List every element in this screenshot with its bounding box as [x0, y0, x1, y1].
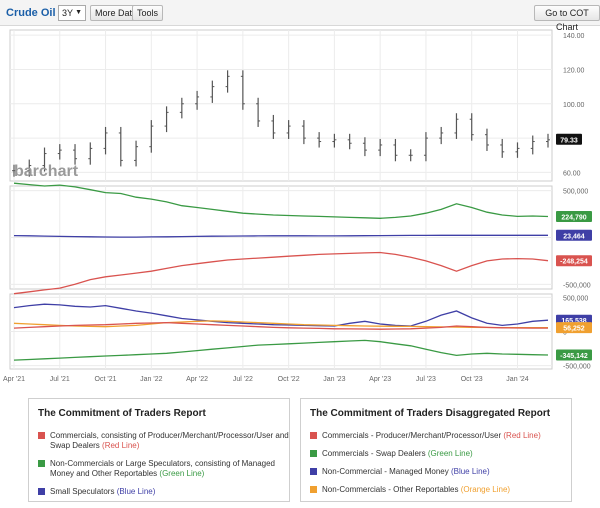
legend-line-color: (Green Line) [159, 469, 205, 478]
legend-line-color: (Red Line) [503, 431, 541, 440]
series-last-value: -345,142 [560, 353, 588, 360]
legend-line-color: (Blue Line) [450, 467, 490, 476]
series-line [13, 339, 549, 361]
series-line [13, 251, 549, 295]
y-tick-label: 500,000 [563, 295, 588, 302]
y-tick-label: 120.00 [563, 67, 585, 74]
legend-text: Non-Commercials or Large Speculators, co… [50, 459, 275, 478]
legend-disagg-item: Commercials - Producer/Merchant/Processo… [310, 431, 571, 441]
legend-cot-item: Commercials, consisting of Producer/Merc… [38, 431, 289, 451]
x-tick-label: Oct '21 [95, 376, 117, 383]
period-value: 3Y [62, 8, 74, 18]
legend-text: Non-Commercial - Managed Money [322, 467, 451, 476]
x-tick-label: Jul '21 [50, 376, 70, 383]
tools-button[interactable]: Tools [132, 5, 164, 21]
series-value-tag [556, 322, 592, 334]
x-tick-label: Jul '23 [416, 376, 436, 383]
last-price-value: 79.33 [560, 137, 578, 144]
chevron-down-icon: ▼ [75, 9, 82, 16]
legend-swatch [310, 486, 317, 493]
legend-swatch [38, 460, 45, 467]
x-tick-label: Oct '22 [278, 376, 300, 383]
last-price-tag [556, 133, 582, 145]
y-tick-label: 100.00 [563, 102, 585, 109]
series-last-value: 23,464 [563, 233, 585, 240]
legend-text: Commercials, consisting of Producer/Merc… [50, 431, 289, 450]
x-tick-label: Jan '22 [140, 376, 162, 383]
y-tick-label: 140.00 [563, 33, 585, 40]
series-line [13, 320, 549, 329]
legend-line-color: (Green Line) [427, 449, 473, 458]
series-value-tag [556, 210, 592, 222]
series-line [13, 321, 548, 330]
legend-cot-item: Non-Commercials or Large Speculators, co… [38, 459, 289, 479]
series-last-value: -248,254 [560, 259, 588, 266]
period-select[interactable]: 3Y ▼ [58, 5, 86, 21]
legend-text: Commercials - Producer/Merchant/Processo… [322, 431, 504, 440]
legend-swatch [310, 450, 317, 457]
series-last-value: 165,538 [561, 318, 586, 325]
legend-swatch [38, 488, 45, 495]
series-line [13, 182, 549, 219]
legend-disagg-item: Commercials - Swap Dealers (Green Line) [310, 449, 571, 459]
y-tick-label: -500,000 [563, 282, 591, 289]
more-data-button[interactable]: More Data [90, 5, 143, 21]
series-value-tag [556, 255, 592, 267]
legend-text: Non-Commercials - Other Reportables [322, 485, 461, 494]
series-line [13, 303, 549, 327]
series-value-tag [556, 229, 592, 241]
legend-swatch [310, 432, 317, 439]
y-tick-label: -500,000 [563, 364, 591, 371]
y-tick-label: 500,000 [563, 189, 588, 196]
legend-swatch [38, 432, 45, 439]
series-line [13, 234, 548, 238]
chart-toolbar: Crude Oil WTI 3Y ▼ More Data Tools Go to… [0, 0, 600, 32]
x-tick-label: Jan '23 [323, 376, 345, 383]
panel-frame [9, 29, 553, 182]
x-tick-label: Oct '23 [461, 376, 483, 383]
legend-disagg-title: The Commitment of Traders Disaggregated … [310, 408, 551, 419]
legend-cot-item: Small Speculators (Blue Line) [38, 487, 289, 497]
cot-chart: 140.00120.00100.0080.0060.00500,0000-500… [3, 29, 592, 383]
legend-text: Commercials - Swap Dealers [322, 449, 428, 458]
legend-disagg-item: Non-Commercials - Other Reportables (Ora… [310, 485, 571, 495]
legend-cot-report: The Commitment of Traders Report Commerc… [28, 398, 290, 502]
cot-chart-button[interactable]: Go to COT Chart [534, 5, 600, 32]
series-value-tag [556, 349, 592, 361]
x-tick-label: Jan '24 [506, 376, 528, 383]
legend-disagg-item: Non-Commercial - Managed Money (Blue Lin… [310, 467, 571, 477]
legend-cot-items: Commercials, consisting of Producer/Merc… [38, 431, 289, 497]
x-tick-label: Jul '22 [233, 376, 253, 383]
x-tick-label: Apr '22 [186, 376, 208, 383]
legend-cot-title: The Commitment of Traders Report [38, 408, 206, 419]
series-last-value: 56,252 [563, 326, 585, 333]
y-tick-label: 60.00 [563, 170, 581, 177]
legend-swatch [310, 468, 317, 475]
x-tick-label: Apr '23 [369, 376, 391, 383]
legend-disaggregated-report: The Commitment of Traders Disaggregated … [300, 398, 572, 502]
legend-disagg-items: Commercials - Producer/Merchant/Processo… [310, 431, 571, 495]
barchart-watermark: barchart [14, 163, 79, 180]
legend-line-color: (Red Line) [102, 441, 140, 450]
legend-text: Small Speculators [50, 487, 117, 496]
legend-line-color: (Orange Line) [460, 485, 511, 494]
legend-line-color: (Blue Line) [116, 487, 156, 496]
x-tick-label: Apr '21 [3, 376, 25, 383]
series-last-value: 224,790 [561, 214, 586, 221]
